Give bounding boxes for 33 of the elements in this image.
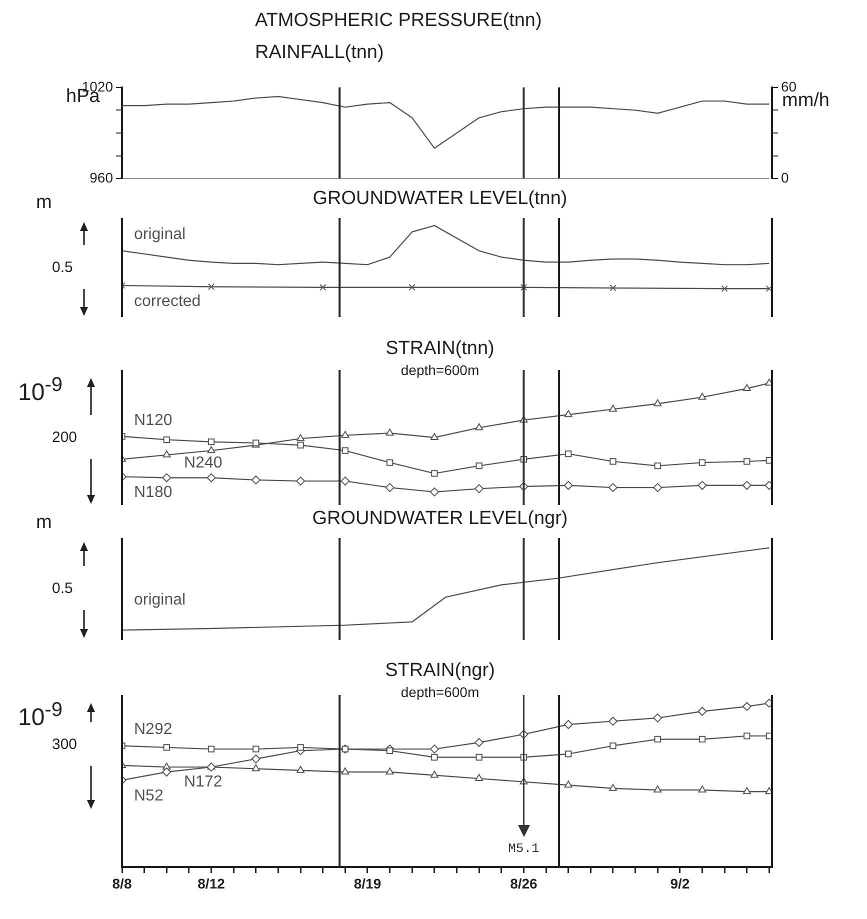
chart-title: STRAIN(ngr) <box>385 660 495 682</box>
y-tick-label: 960 <box>90 169 114 186</box>
x-tick-label: 9/2 <box>670 875 690 892</box>
chart-subtitle: depth=600m <box>400 684 480 700</box>
chart-title: ATMOSPHERIC PRESSURE(tnn) <box>255 10 542 32</box>
chart-title: GROUNDWATER LEVEL(tnn) <box>312 188 568 210</box>
x-tick-label: 8/26 <box>510 875 538 892</box>
series-label: N52 <box>134 788 164 805</box>
series-label: original <box>134 592 186 609</box>
text: 0.5 <box>52 259 73 276</box>
series-label: N180 <box>134 484 172 502</box>
series-label: original <box>134 226 186 244</box>
y2-tick-label: 0 <box>781 169 789 186</box>
text: 200 <box>52 429 78 446</box>
x-tick-label: 8/19 <box>354 875 382 892</box>
chart-subtitle: RAINFALL(tnn) <box>255 42 384 64</box>
series-label: N172 <box>184 773 222 790</box>
text: 0.5 <box>52 580 73 597</box>
ref-line-label: M5.1 <box>508 840 540 856</box>
series-label: corrected <box>134 292 201 310</box>
series-label: N120 <box>134 412 172 429</box>
y-axis-title: m <box>36 192 52 214</box>
chart-title: GROUNDWATER LEVEL(ngr) <box>312 508 568 530</box>
y-axis-title: m <box>36 512 52 534</box>
y-axis-title: 10$^{-9}$ <box>18 699 62 732</box>
text: 300 <box>52 736 78 753</box>
x-tick-label: 8/12 <box>198 875 226 892</box>
y-axis-title: 10$^{-9}$ <box>18 374 62 407</box>
chart-subtitle: depth=600m <box>400 362 480 378</box>
series-label: N292 <box>134 721 172 738</box>
chart-title: STRAIN(tnn) <box>386 338 494 360</box>
x-tick-label: 8/8 <box>112 875 132 892</box>
series-label: N240 <box>184 454 222 472</box>
